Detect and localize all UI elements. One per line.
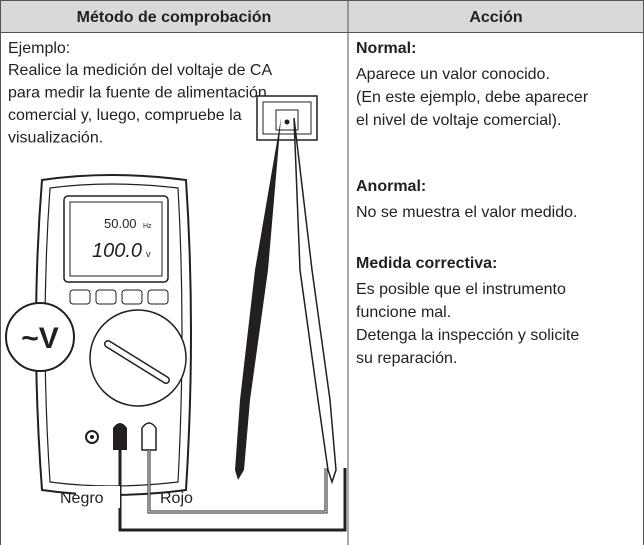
function-badge: ~V [5,302,75,372]
example-label: Ejemplo: [8,40,70,57]
action-line: Es posible que el instrumento [356,281,566,298]
action-line: Detenga la inspección y solicite [356,327,579,344]
action-line: Aparece un valor conocido. [356,66,550,83]
action-line: funcione mal. [356,304,451,321]
display-voltage: 100.0 [92,240,142,262]
example-line: para medir la fuente de alimentación [8,85,267,102]
function-label: ~V [21,322,59,355]
display-unit: Hz [143,223,152,230]
label-bg [76,486,120,508]
action-text: Normal: Aparece un valor conocido. (En est… [356,40,589,367]
action-line: (En este ejemplo, debe aparecer [356,89,589,106]
action-line: No se muestra el valor medido. [356,204,577,221]
column-header: Acción [469,9,522,26]
display-frequency: 50.00 [104,216,137,231]
action-line: el nivel de voltaje comercial). [356,112,561,129]
multimeter: 50.00 Hz 100.0 v [35,174,192,496]
display-unit: v [146,249,151,259]
action-heading: Anormal: [356,178,426,195]
header-row [0,0,644,33]
example-text: Realice la medición del voltaje de CA par… [8,62,272,147]
action-line: su reparación. [356,350,457,367]
black-lead-label: Negro [60,490,104,507]
column-header: Método de comprobación [77,9,272,26]
action-heading: Medida correctiva: [356,255,497,272]
black-probe [235,118,281,480]
example-line: Realice la medición del voltaje de CA [8,62,272,79]
red-cable [148,450,327,513]
action-heading: Normal: [356,40,416,57]
example-line: visualización. [8,130,103,147]
outlet [256,95,318,141]
red-probe [293,117,337,485]
example-line: comercial y, luego, compruebe la [8,107,242,124]
red-lead-label: Rojo [160,490,193,507]
